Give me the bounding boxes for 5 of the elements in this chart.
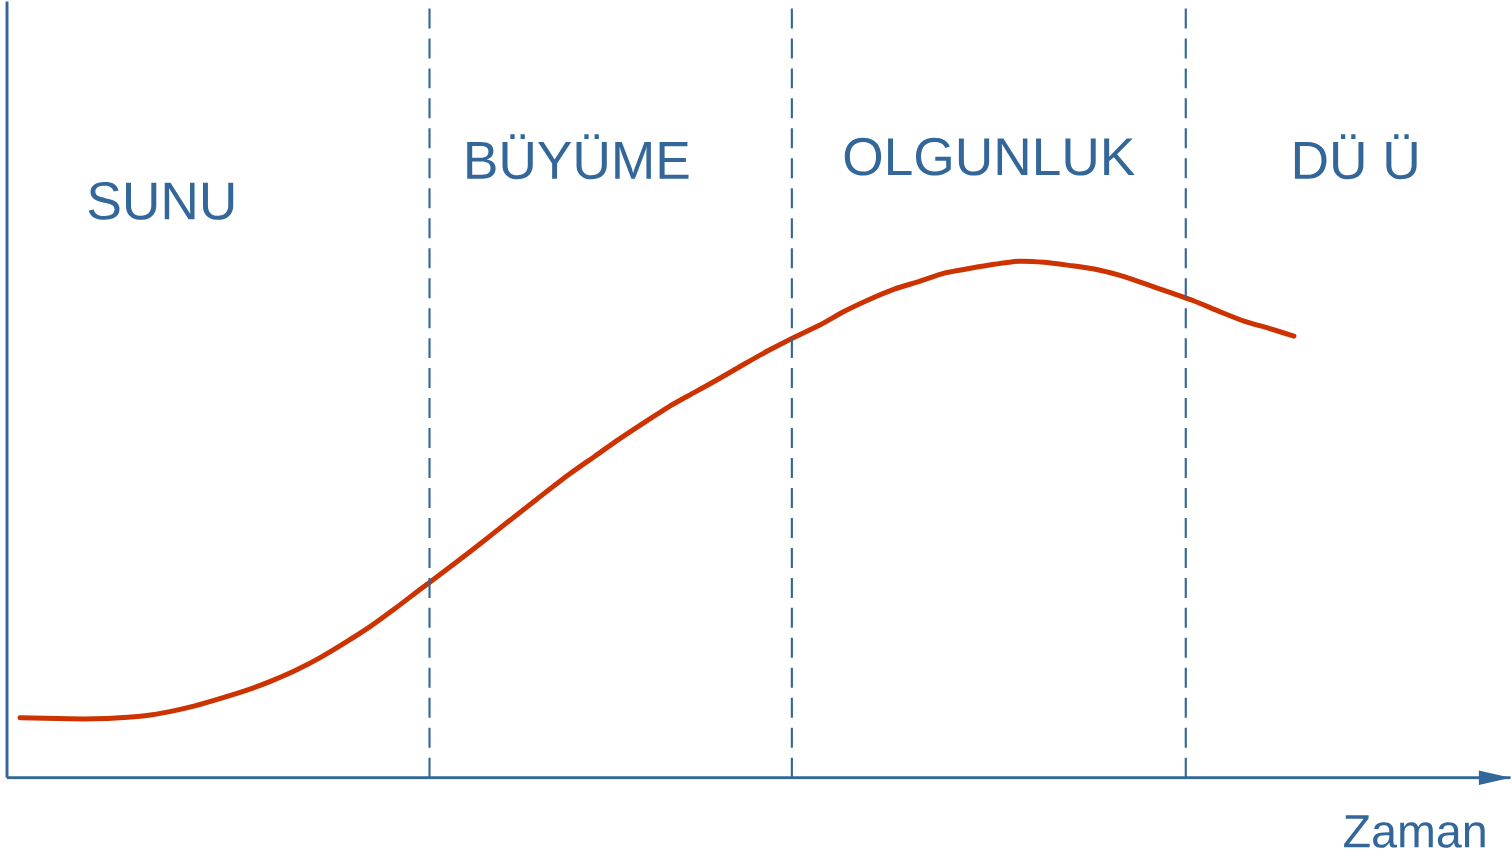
text: DÜ Ü [1294,134,1417,180]
text: BÜYÜME [467,134,689,180]
x-axis-title: Zaman [1344,815,1485,848]
text: OLGUNLUK [844,138,1135,176]
text: SUNU [88,182,234,221]
